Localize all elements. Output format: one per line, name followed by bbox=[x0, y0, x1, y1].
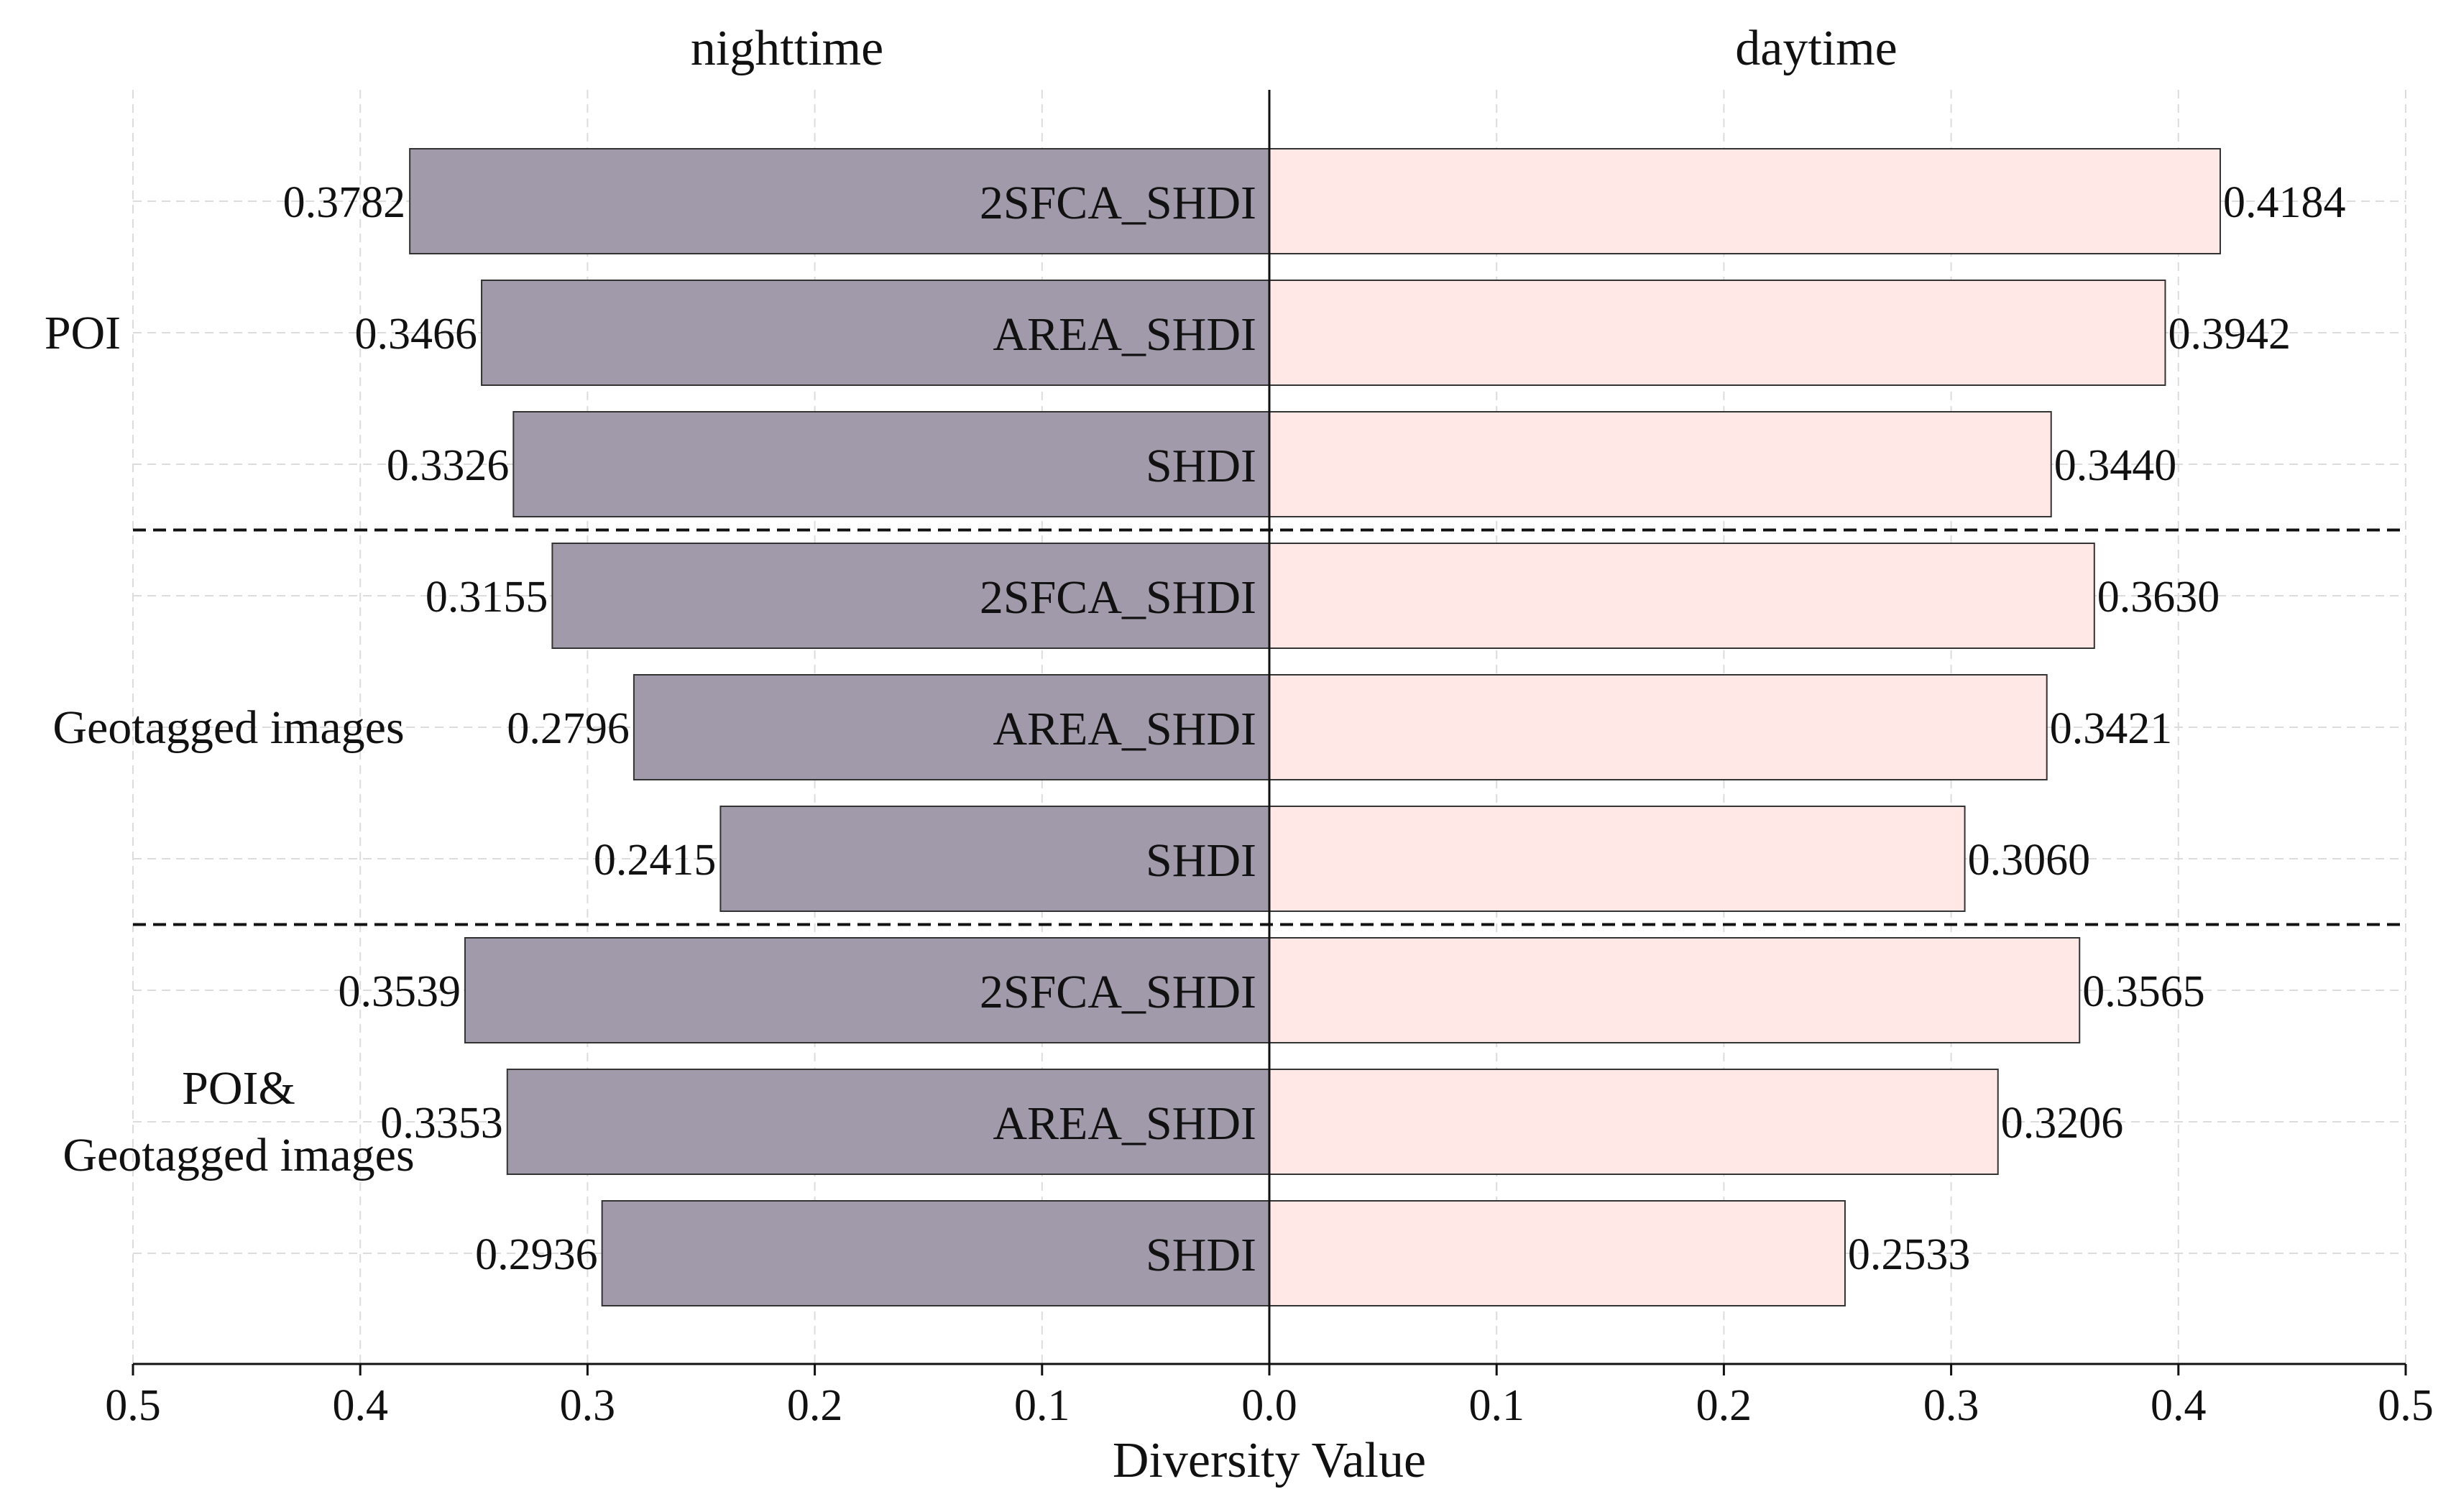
bar-nighttime bbox=[719, 806, 1270, 912]
value-label-nighttime: 0.3782 bbox=[283, 178, 406, 227]
bar-daytime bbox=[1269, 1200, 1846, 1306]
group-label-line: Geotagged images bbox=[63, 1129, 414, 1181]
bar-metric-label: SHDI bbox=[1146, 834, 1256, 887]
axes: 0.5 0.4 0.3 0.2 0.1 0.0 0.1 0.2 0.3 0.4 0.5 bbox=[105, 90, 2434, 1430]
bar-daytime bbox=[1269, 411, 2052, 517]
x-tick-label: 0.5 bbox=[2378, 1381, 2434, 1430]
bar-nighttime bbox=[601, 1200, 1270, 1306]
labels: 2SFCA_SHDI 0.3782 0.4184 AREA_SHDI 0.3466 0.3… bbox=[45, 177, 2346, 1281]
bar-metric-label: 2SFCA_SHDI bbox=[980, 966, 1256, 1018]
group-separators bbox=[133, 528, 2402, 926]
bar-daytime bbox=[1269, 674, 2048, 780]
value-label-nighttime: 0.2796 bbox=[507, 704, 630, 753]
bar-metric-label: 2SFCA_SHDI bbox=[980, 571, 1256, 624]
value-label-daytime: 0.3206 bbox=[2001, 1099, 2124, 1148]
bar-daytime bbox=[1269, 1069, 1999, 1175]
value-label-nighttime: 0.2415 bbox=[594, 836, 717, 885]
group-label-line: POI& bbox=[182, 1062, 295, 1115]
value-label-nighttime: 0.3466 bbox=[355, 310, 478, 359]
value-label-nighttime: 0.2936 bbox=[475, 1230, 598, 1279]
value-label-daytime: 0.4184 bbox=[2223, 178, 2346, 227]
bar-daytime bbox=[1269, 806, 1966, 912]
x-tick-label: 0.3 bbox=[560, 1381, 616, 1430]
value-label-nighttime: 0.3326 bbox=[387, 441, 510, 490]
value-label-daytime: 0.3942 bbox=[2168, 310, 2291, 359]
x-tick-label: 0.3 bbox=[1923, 1381, 1979, 1430]
x-tick-label: 0.2 bbox=[1696, 1381, 1752, 1430]
bar-nighttime bbox=[409, 148, 1270, 254]
bar-metric-label: SHDI bbox=[1146, 440, 1256, 492]
value-label-nighttime: 0.3539 bbox=[338, 967, 461, 1016]
value-label-daytime: 0.3565 bbox=[2082, 967, 2205, 1016]
value-label-daytime: 0.3630 bbox=[2097, 573, 2220, 622]
bar-daytime bbox=[1269, 280, 2166, 386]
bar-metric-label: SHDI bbox=[1146, 1229, 1256, 1281]
bar-nighttime bbox=[551, 543, 1270, 649]
panel-title-daytime: daytime bbox=[1735, 21, 1897, 76]
value-label-daytime: 0.3060 bbox=[1968, 836, 2091, 885]
bars bbox=[409, 148, 2221, 1306]
bar-metric-label: AREA_SHDI bbox=[993, 1097, 1256, 1150]
x-axis-label: Diversity Value bbox=[1113, 1433, 1426, 1488]
x-tick-label: 0.4 bbox=[332, 1381, 388, 1430]
x-tick-label: 0.1 bbox=[1468, 1381, 1524, 1430]
bar-daytime bbox=[1269, 937, 2081, 1043]
x-tick-label: 0.2 bbox=[787, 1381, 843, 1430]
bar-metric-label: AREA_SHDI bbox=[993, 308, 1256, 361]
bar-daytime bbox=[1269, 543, 2095, 649]
bar-metric-label: 2SFCA_SHDI bbox=[980, 177, 1256, 229]
value-label-daytime: 0.3440 bbox=[2054, 441, 2177, 490]
bar-nighttime bbox=[512, 411, 1270, 517]
bar-metric-label: AREA_SHDI bbox=[993, 703, 1256, 755]
x-tick-label: 0.4 bbox=[2151, 1381, 2207, 1430]
value-label-nighttime: 0.3353 bbox=[380, 1099, 503, 1148]
value-label-daytime: 0.3421 bbox=[2050, 704, 2173, 753]
x-tick-label: 0.0 bbox=[1241, 1381, 1297, 1430]
value-label-daytime: 0.2533 bbox=[1848, 1230, 1971, 1279]
bar-daytime bbox=[1269, 148, 2221, 254]
bar-nighttime bbox=[464, 937, 1271, 1043]
value-label-nighttime: 0.3155 bbox=[426, 573, 548, 622]
group-label: POI bbox=[45, 307, 121, 359]
x-tick-label: 0.5 bbox=[105, 1381, 161, 1430]
group-label: Geotagged images bbox=[52, 701, 404, 754]
panel-title-nighttime: nighttime bbox=[691, 21, 883, 76]
bar-nighttime bbox=[481, 280, 1270, 386]
bar-nighttime bbox=[633, 674, 1270, 780]
x-tick-label: 0.1 bbox=[1014, 1381, 1070, 1430]
